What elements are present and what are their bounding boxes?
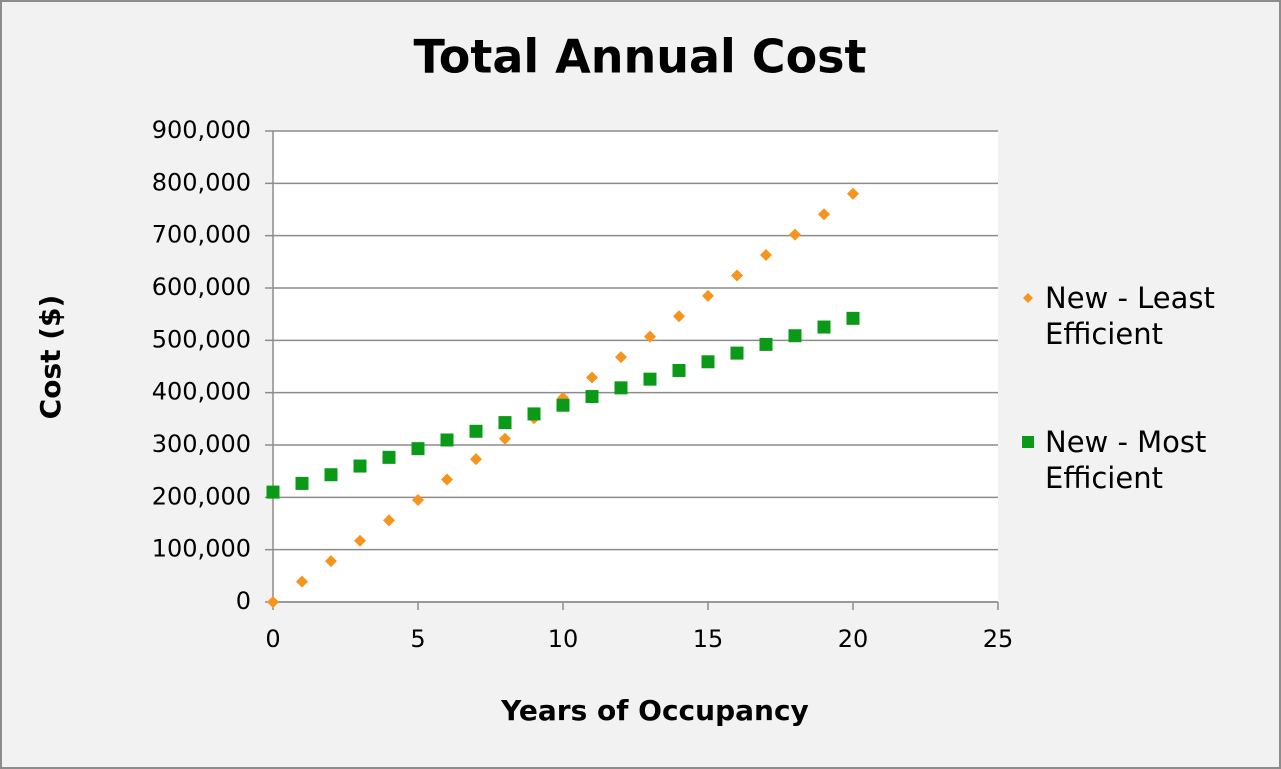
data-point [267,596,279,608]
data-point [818,208,830,221]
y-tick-label: 100,000 [152,535,251,563]
data-point [527,407,541,421]
data-point [440,433,454,447]
data-point [382,450,396,464]
legend-item: New - Most Efficient [1017,424,1247,496]
data-point [353,459,367,473]
data-point [644,330,656,343]
data-point [759,337,773,351]
legend-item: New - Least Efficient [1017,280,1247,352]
x-axis-label: Years of Occupancy [500,694,809,727]
data-point [354,534,366,547]
legend-label: New - Least Efficient [1045,281,1215,351]
data-point [586,371,598,384]
data-point [817,320,831,334]
data-point [441,473,453,486]
data-point [266,485,280,499]
data-point [498,416,512,430]
data-point [846,311,860,325]
data-point [295,476,309,490]
data-point [702,289,714,302]
data-point [614,381,628,395]
y-tick-label: 300,000 [152,430,251,458]
data-point [847,187,859,200]
data-point [383,514,395,527]
data-point [789,228,801,241]
x-tick-label: 25 [983,625,1014,653]
y-tick-label: 800,000 [152,168,251,196]
legend-label: New - Most Efficient [1045,425,1207,495]
data-point [325,555,337,568]
chart-title: Total Annual Cost [413,30,866,84]
data-point [296,575,308,588]
data-point [788,329,802,343]
y-axis-label: Cost ($) [34,295,67,420]
data-point [556,398,570,412]
plot-area [273,131,998,602]
y-tick-label: 200,000 [152,482,251,510]
data-point [411,442,425,456]
data-point [701,355,715,369]
data-point [760,249,772,262]
y-tick-label: 900,000 [152,116,251,144]
x-tick-label: 0 [265,625,280,653]
legend-swatch [1023,293,1033,303]
data-point [731,269,743,282]
data-point [412,493,424,506]
x-tick-label: 5 [410,625,425,653]
legend-swatch [1022,436,1034,448]
data-point [730,346,744,360]
y-tick-label: 500,000 [152,325,251,353]
legend-marker [1023,293,1033,303]
data-point [615,351,627,364]
data-point [643,372,657,386]
y-tick-label: 0 [236,587,251,615]
x-tick-label: 10 [548,625,579,653]
y-tick-label: 600,000 [152,273,251,301]
data-point [585,390,599,404]
data-point [470,453,482,466]
x-tick-label: 15 [693,625,724,653]
data-point [469,424,483,438]
data-point [672,363,686,377]
y-tick-label: 700,000 [152,221,251,249]
data-point [324,468,338,482]
data-point [499,432,511,445]
y-tick-label: 400,000 [152,378,251,406]
x-tick-label: 20 [838,625,869,653]
legend-marker [1022,436,1034,448]
data-point [673,310,685,323]
